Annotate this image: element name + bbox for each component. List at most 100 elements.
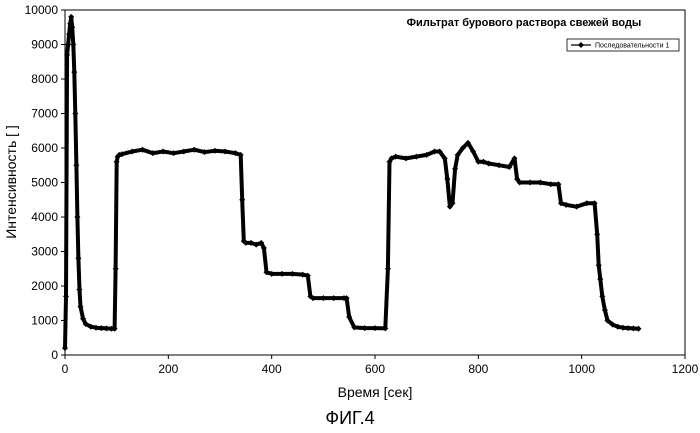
data-point [76, 286, 83, 293]
data-point [66, 31, 73, 38]
data-point [413, 153, 420, 160]
data-point [237, 151, 244, 158]
x-axis-label: Время [сек] [338, 384, 413, 400]
y-tick-label: 6000 [31, 141, 58, 155]
data-point [604, 317, 611, 324]
legend-label: Последовательности 1 [595, 43, 669, 50]
y-tick-label: 8000 [31, 72, 58, 86]
y-tick-label: 2000 [31, 279, 58, 293]
data-point [330, 295, 337, 302]
data-point [201, 149, 208, 156]
data-point [74, 214, 81, 220]
data-point [211, 147, 218, 154]
data-point [594, 231, 601, 238]
data-point [73, 162, 80, 169]
data-point [351, 324, 358, 331]
data-point [454, 151, 461, 158]
x-tick-label: 600 [365, 362, 385, 376]
data-point [69, 24, 76, 31]
data-point [465, 139, 471, 146]
data-point [475, 158, 482, 165]
data-point [591, 200, 598, 207]
data-point [258, 239, 265, 246]
data-point [470, 148, 477, 155]
data-point [239, 196, 246, 203]
data-point [485, 160, 492, 167]
x-axis: 0 200 400 600 800 1000 1200 [62, 355, 699, 376]
data-point [160, 148, 167, 155]
data-point [170, 150, 177, 157]
data-point [68, 13, 75, 20]
data-point [289, 270, 296, 277]
data-point [625, 325, 632, 332]
data-point [82, 320, 89, 327]
data-point [573, 203, 580, 210]
data-point [537, 179, 544, 186]
y-tick-label: 5000 [31, 176, 58, 190]
data-point [112, 265, 119, 272]
data-point [98, 325, 105, 332]
data-point [609, 321, 616, 328]
data-point [87, 323, 94, 330]
data-point [583, 200, 590, 207]
data-point [514, 176, 521, 183]
data-point [506, 163, 513, 170]
data-point [441, 155, 448, 162]
data-point [64, 51, 71, 58]
data-point [599, 293, 606, 300]
data-point [191, 146, 198, 153]
legend-box [566, 38, 680, 52]
data-point [444, 176, 451, 183]
data-point [304, 272, 311, 279]
data-point [459, 145, 466, 151]
data-point [103, 325, 110, 332]
data-point [382, 325, 389, 332]
data-point [563, 201, 570, 208]
data-point [72, 110, 79, 117]
data-point [263, 269, 270, 276]
data-point [446, 203, 453, 210]
legend: Последовательности 1 [566, 38, 680, 52]
data-point [139, 146, 146, 153]
y-tick-label: 3000 [31, 245, 58, 259]
data-point [496, 162, 502, 169]
data-point [392, 153, 399, 160]
data-point [310, 295, 316, 302]
data-point [118, 151, 125, 158]
y-tick-label: 4000 [31, 210, 58, 224]
data-point [343, 295, 350, 302]
y-tick-label: 9000 [31, 38, 58, 52]
data-point [62, 345, 68, 352]
x-tick-label: 1200 [672, 362, 699, 376]
data-point [620, 324, 626, 331]
data-point [595, 262, 602, 269]
x-tick-label: 200 [158, 362, 178, 376]
data-point [320, 295, 327, 302]
data-point [555, 181, 562, 188]
y-axis: 0 1000 2000 3000 4000 5000 6000 7000 8000 9000 100… [25, 3, 65, 362]
data-point [630, 325, 637, 332]
data-point [449, 200, 456, 207]
data-point [75, 255, 82, 262]
data-point [452, 165, 459, 172]
data-point [93, 324, 99, 331]
data-point [260, 245, 267, 252]
data-point [180, 148, 187, 155]
data-point [299, 271, 306, 278]
data-point [436, 148, 443, 155]
x-tick-label: 800 [468, 362, 488, 376]
figure-caption: ФИГ.4 [325, 408, 374, 428]
data-point [111, 325, 118, 332]
x-tick-label: 1000 [568, 362, 595, 376]
data-point [372, 325, 378, 332]
data-point [63, 293, 70, 300]
data-point [346, 314, 353, 321]
y-tick-label: 0 [51, 348, 58, 362]
y-axis-label: Интенсивность [ ] [3, 125, 19, 239]
data-point [601, 307, 608, 314]
y-tick-label: 10000 [25, 3, 59, 17]
data-point [253, 241, 260, 248]
data-point [597, 276, 604, 283]
data-point [232, 150, 239, 157]
